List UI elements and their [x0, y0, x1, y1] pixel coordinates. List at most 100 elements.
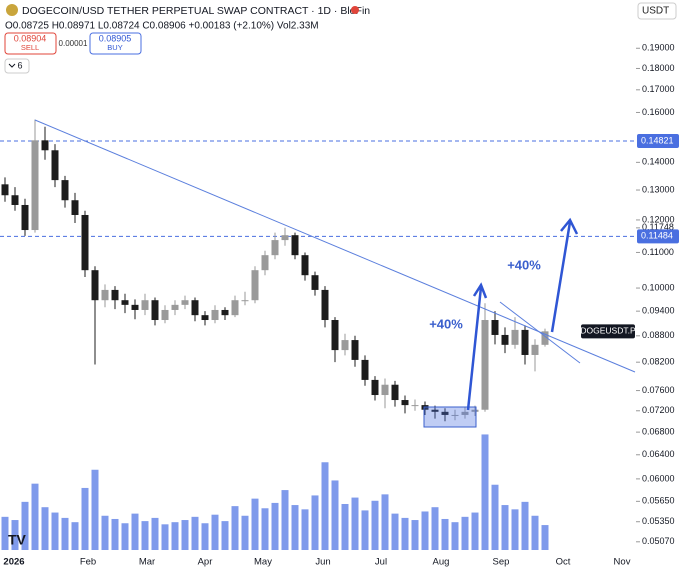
- candle-body: [521, 329, 529, 355]
- volume-bar: [1, 516, 9, 550]
- candle-body: [31, 140, 39, 231]
- candle-body: [151, 300, 159, 321]
- volume-bar: [421, 511, 429, 550]
- y-tick-label: 0.13000: [642, 184, 675, 194]
- volume-bar: [151, 517, 159, 550]
- symbol-label: DOGEUSDT.P: [580, 326, 636, 336]
- logo: TV: [8, 532, 27, 548]
- volume-bar: [121, 523, 129, 550]
- candle-body: [251, 270, 259, 301]
- candle-body: [191, 300, 199, 316]
- trend-line: [34, 119, 636, 373]
- volume-bar: [391, 513, 399, 550]
- volume-bar: [541, 525, 549, 550]
- y-tick-label: 0.09400: [642, 306, 675, 316]
- candle-body: [411, 405, 419, 407]
- trend-line: [499, 301, 581, 364]
- y-tick-label: 0.08200: [642, 357, 675, 367]
- candle-body: [91, 270, 99, 301]
- candle-body: [51, 150, 59, 181]
- sell-button[interactable]: [4, 32, 57, 55]
- chevron: [8, 63, 16, 68]
- candle-body: [441, 411, 449, 415]
- x-tick-label: May: [254, 557, 272, 568]
- candle-body: [1, 184, 9, 196]
- volume-bar: [511, 509, 519, 550]
- volume-bar: [281, 490, 289, 550]
- y-tick-label: 0.08800: [642, 330, 675, 340]
- candle-body: [381, 384, 389, 396]
- volume-bar: [331, 480, 339, 550]
- y-tick-label: 0.18000: [642, 63, 675, 73]
- annotation: +40%: [507, 257, 541, 272]
- candle-body: [141, 300, 149, 310]
- volume-bar: [261, 508, 269, 550]
- x-tick-label: Aug: [433, 557, 450, 568]
- candle-body: [271, 240, 279, 256]
- price-axis: [636, 0, 680, 570]
- candle-body: [211, 309, 219, 321]
- y-tick-label: 0.06000: [642, 473, 675, 483]
- x-tick-label: Nov: [614, 557, 631, 568]
- volume-bar: [91, 469, 99, 550]
- spread: 0.00001: [59, 39, 88, 48]
- price-badge: [637, 134, 679, 149]
- candle-body: [131, 304, 139, 310]
- volume-bar: [401, 517, 409, 550]
- range-box: [423, 406, 477, 428]
- y-tick-label: 0.07200: [642, 405, 675, 415]
- volume-bar: [141, 521, 149, 550]
- volume-bar: [481, 434, 489, 550]
- y-tick-label: 0.12000: [642, 214, 675, 224]
- candle-body: [471, 409, 479, 412]
- x-tick-label: Feb: [80, 557, 96, 568]
- volume-bar: [491, 484, 499, 550]
- candle-body: [491, 320, 499, 335]
- candle-body: [451, 414, 459, 416]
- candle-body: [171, 304, 179, 310]
- y-tick-label: 0.11748: [642, 222, 674, 232]
- volume-bar: [191, 516, 199, 550]
- candle-body: [531, 344, 539, 355]
- indicator-toggle[interactable]: [4, 58, 30, 74]
- axis-layer: 0.19000 0.18000 0.17000 0.16000 0.14000 0.130…: [636, 43, 679, 546]
- volume-bar: [451, 522, 459, 550]
- sell-label: SELL: [21, 43, 39, 52]
- plot-area: [0, 119, 636, 550]
- buy-label: BUY: [107, 43, 122, 52]
- candle-body: [391, 384, 399, 401]
- volume-bar: [181, 520, 189, 550]
- x-tick-label: Jul: [375, 557, 387, 568]
- volume-bar: [381, 494, 389, 550]
- candle-body: [111, 289, 119, 301]
- volume-bar: [161, 524, 169, 550]
- x-tick-label: Jun: [315, 557, 330, 568]
- candle-body: [261, 255, 269, 271]
- y-tick-label: 0.07600: [642, 385, 675, 395]
- arrow: [466, 282, 488, 411]
- volume-bar: [441, 518, 449, 550]
- volume-bar: [221, 521, 229, 550]
- symbol-title: DOGECOIN/USD TETHER PERPETUAL SWAP CONTR…: [22, 5, 370, 17]
- price-badge-label: 0.14821: [641, 135, 674, 145]
- volume-bar: [371, 500, 379, 550]
- candle-body: [61, 180, 69, 201]
- candle-body: [341, 340, 349, 351]
- candle-body: [241, 300, 249, 302]
- candle-body: [511, 329, 519, 345]
- x-tick-label: Sep: [493, 557, 510, 568]
- indicator-count: 6: [17, 60, 22, 70]
- candle-body: [291, 235, 299, 256]
- candle-body: [221, 309, 229, 316]
- volume-bar: [361, 510, 369, 550]
- buy-button[interactable]: [89, 32, 142, 55]
- y-tick-label: 0.06800: [642, 427, 675, 437]
- candle-body: [231, 300, 239, 316]
- volume-bar: [111, 518, 119, 550]
- x-tick-label: Oct: [556, 557, 571, 568]
- candle-body: [81, 214, 89, 271]
- volume-bar: [41, 507, 49, 550]
- x-tick-label: Apr: [198, 557, 213, 568]
